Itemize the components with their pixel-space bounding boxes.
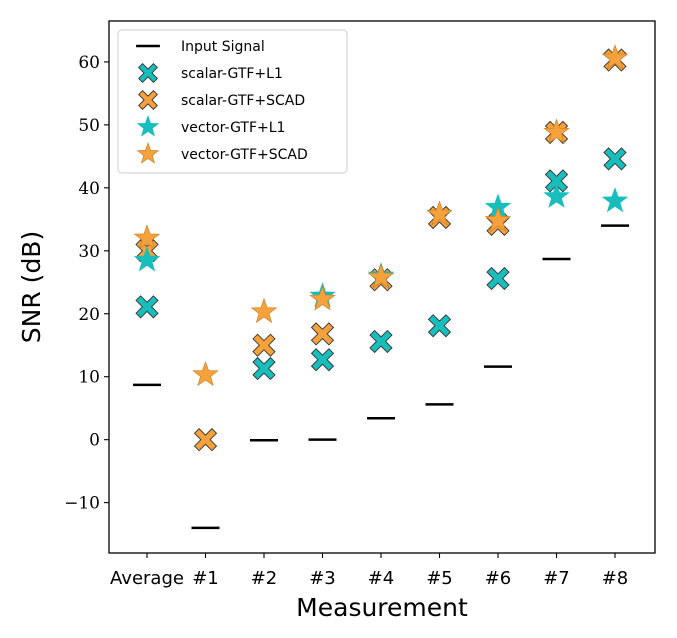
x-tick-label: #8	[602, 568, 629, 589]
legend-label: vector-GTF+SCAD	[181, 147, 308, 163]
data-point	[252, 333, 276, 357]
legend-label: scalar-GTF+SCAD	[181, 93, 305, 109]
data-point	[603, 147, 627, 171]
y-tick-label: 10	[78, 368, 100, 388]
x-tick-label: #3	[309, 568, 336, 589]
legend-marker	[136, 115, 160, 137]
data-point	[193, 428, 218, 452]
legend-marker	[136, 142, 160, 164]
legend-item: scalar-GTF+SCAD	[138, 90, 305, 110]
data-point	[252, 356, 276, 381]
y-axis-title: SNR (dB)	[17, 231, 46, 343]
x-tick-label: #7	[543, 568, 570, 589]
x-tick-label: #1	[192, 568, 219, 589]
y-tick-label: 40	[78, 179, 100, 199]
plot-marks	[133, 44, 629, 530]
legend-label: Input Signal	[181, 39, 265, 55]
data-point	[543, 182, 570, 208]
data-point	[369, 329, 393, 354]
x-axis: Average #1 #2 #3 #4 #5 #6 #7 #8	[110, 553, 628, 589]
data-point	[486, 266, 510, 291]
data-point	[601, 187, 629, 213]
x-tick-label: Average	[110, 568, 184, 589]
data-point	[133, 224, 161, 250]
legend: Input Signal scalar-GTF+L1 scalar-GTF+SCAD…	[117, 29, 348, 174]
legend-item: vector-GTF+L1	[136, 115, 285, 137]
data-point	[135, 295, 159, 319]
series-input-signal	[133, 224, 629, 530]
data-point	[426, 200, 453, 226]
data-point	[544, 169, 569, 193]
x-tick-label: #4	[368, 568, 395, 589]
x-tick-label: #2	[251, 568, 278, 589]
data-point	[309, 285, 336, 311]
x-axis-title: Measurement	[296, 593, 468, 622]
legend-marker	[138, 63, 158, 83]
legend-label: vector-GTF+L1	[181, 120, 285, 136]
data-point	[543, 118, 570, 144]
data-point	[310, 348, 335, 372]
data-point	[192, 360, 219, 387]
legend-marker	[138, 90, 158, 110]
y-tick-label: −10	[64, 494, 100, 514]
legend-item: vector-GTF+SCAD	[136, 142, 308, 164]
data-point	[310, 322, 335, 346]
data-point	[601, 44, 629, 70]
x-tick-label: #6	[485, 568, 512, 589]
series-vector-gtf-scad	[133, 44, 629, 387]
legend-box	[117, 29, 348, 174]
data-point	[133, 246, 161, 272]
y-tick-label: 50	[78, 116, 100, 136]
legend-label: scalar-GTF+L1	[181, 66, 283, 82]
y-tick-label: 60	[78, 53, 100, 73]
y-axis: −10 0 10 20 30 40 50 60	[64, 53, 109, 514]
y-tick-label: 0	[89, 431, 100, 451]
y-tick-label: 30	[78, 242, 100, 262]
x-tick-label: #5	[426, 568, 453, 589]
series-scalar-gtf-l1	[135, 147, 627, 381]
data-point	[427, 314, 452, 338]
data-point	[250, 297, 278, 324]
plot-frame	[108, 20, 656, 554]
legend-item: scalar-GTF+L1	[138, 63, 283, 83]
data-point	[367, 263, 395, 289]
legend-item: Input Signal	[136, 39, 265, 55]
y-tick-label: 20	[78, 305, 100, 325]
data-point	[484, 206, 512, 232]
